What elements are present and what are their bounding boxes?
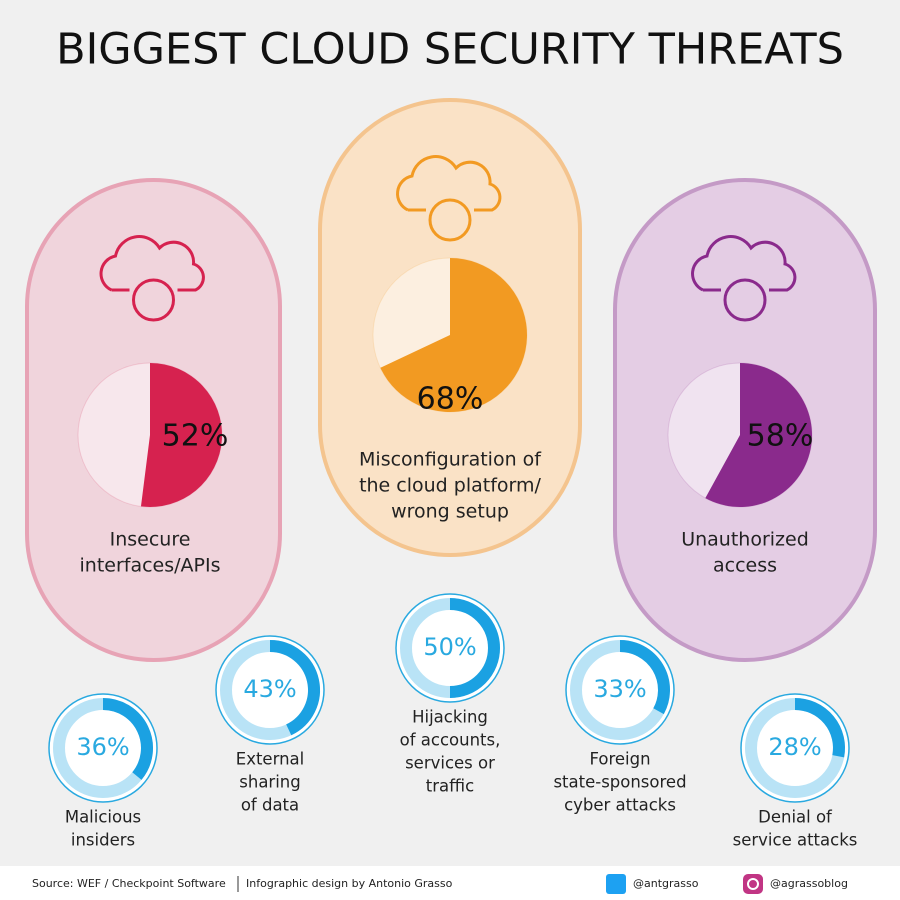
cards: 52% Insecure interfaces/APIs 68% Misconfigur…	[25, 98, 877, 662]
title: BIGGEST CLOUD SECURITY THREATS	[56, 25, 844, 75]
cloud-icon	[99, 235, 205, 292]
donut-label: state-sponsored	[553, 773, 686, 792]
donuts: 36% Malicious insiders 43% External sharing of…	[48, 593, 858, 850]
icon-badge	[132, 278, 175, 322]
instagram-icon-lens	[747, 878, 759, 890]
pie-slice	[705, 363, 812, 508]
donut-label: sharing	[239, 773, 300, 792]
card-label: wrong setup	[391, 501, 509, 523]
source: Source: WEF / Checkpoint Software	[32, 877, 226, 890]
twitter-icon	[606, 874, 626, 894]
donut-arc	[619, 640, 670, 715]
donut-label: of data	[241, 796, 299, 815]
donut-value-label: 36%	[76, 733, 129, 761]
card-label: Misconfiguration of	[359, 449, 542, 471]
twitter-handle[interactable]: @antgrasso	[633, 877, 699, 890]
card-label: Unauthorized	[681, 529, 809, 551]
icon-badge	[428, 198, 472, 242]
pie-value-label: 68%	[417, 382, 484, 417]
donut-value-label: 28%	[768, 733, 821, 761]
donut-value-label: 33%	[593, 675, 646, 703]
donut-label: traffic	[426, 777, 474, 796]
donut-arc	[794, 698, 845, 758]
instagram-icon	[743, 874, 763, 894]
instagram-handle[interactable]: @agrassoblog	[770, 877, 848, 890]
donut-value-label: 50%	[423, 633, 476, 661]
pie-slice	[140, 363, 222, 507]
donut-label: insiders	[71, 831, 135, 850]
donut-arc	[449, 598, 500, 698]
donut-label: of accounts,	[400, 731, 501, 750]
donut-label: External	[236, 750, 304, 769]
pie-slice	[380, 258, 527, 412]
donut-label: service attacks	[733, 831, 858, 850]
card-label: access	[713, 555, 777, 577]
donut-label: services or	[405, 754, 495, 773]
donut-label: cyber attacks	[564, 796, 676, 815]
donut-label: Hijacking	[412, 708, 488, 727]
cloud-icon	[691, 235, 797, 292]
pie-value-label: 52%	[162, 419, 229, 454]
donut-arc	[269, 640, 320, 736]
design-credit: Infographic design by Antonio Grasso	[246, 877, 453, 890]
icon-badge	[723, 278, 767, 322]
cloud-icon	[396, 155, 502, 212]
card-label: interfaces/APIs	[80, 555, 221, 577]
donut-value-label: 43%	[243, 675, 296, 703]
card-label: Insecure	[110, 529, 191, 551]
donut-label: Denial of	[758, 808, 833, 827]
card-label: the cloud platform/	[359, 475, 541, 497]
donut-arc	[102, 698, 153, 780]
donut-label: Malicious	[65, 808, 141, 827]
donut-label: Foreign	[589, 750, 650, 769]
pie-value-label: 58%	[747, 419, 814, 454]
